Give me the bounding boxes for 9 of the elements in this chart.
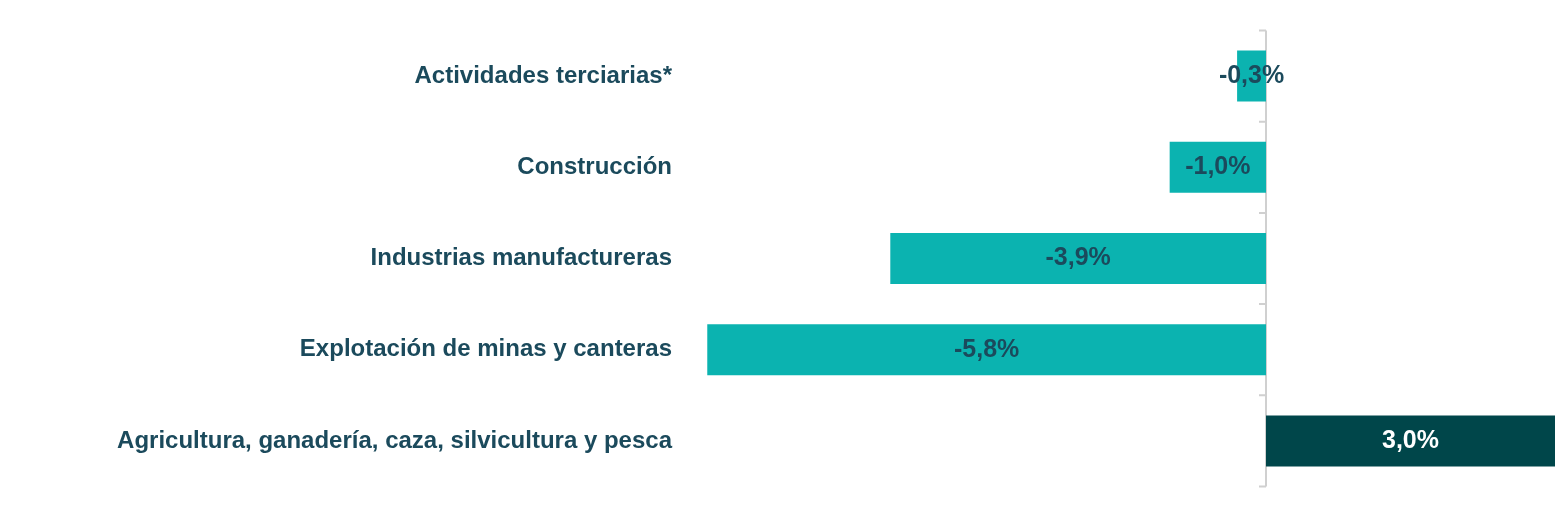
data-label: 3,0%	[1382, 424, 1439, 453]
data-label: -1,0%	[1185, 151, 1251, 180]
y-tick-label: Industrias manufactureras	[370, 243, 672, 271]
y-tick-label: Construcción	[517, 151, 672, 179]
data-label: -5,8%	[953, 333, 1020, 362]
data-label: -3,9%	[1045, 242, 1111, 271]
y-tick-label: Agricultura, ganadería, caza, silvicultura y pesca	[117, 425, 673, 453]
y-tick-label: Explotación de minas y canteras	[299, 334, 672, 362]
y-tick-label: Actividades terciarias*	[414, 60, 673, 88]
